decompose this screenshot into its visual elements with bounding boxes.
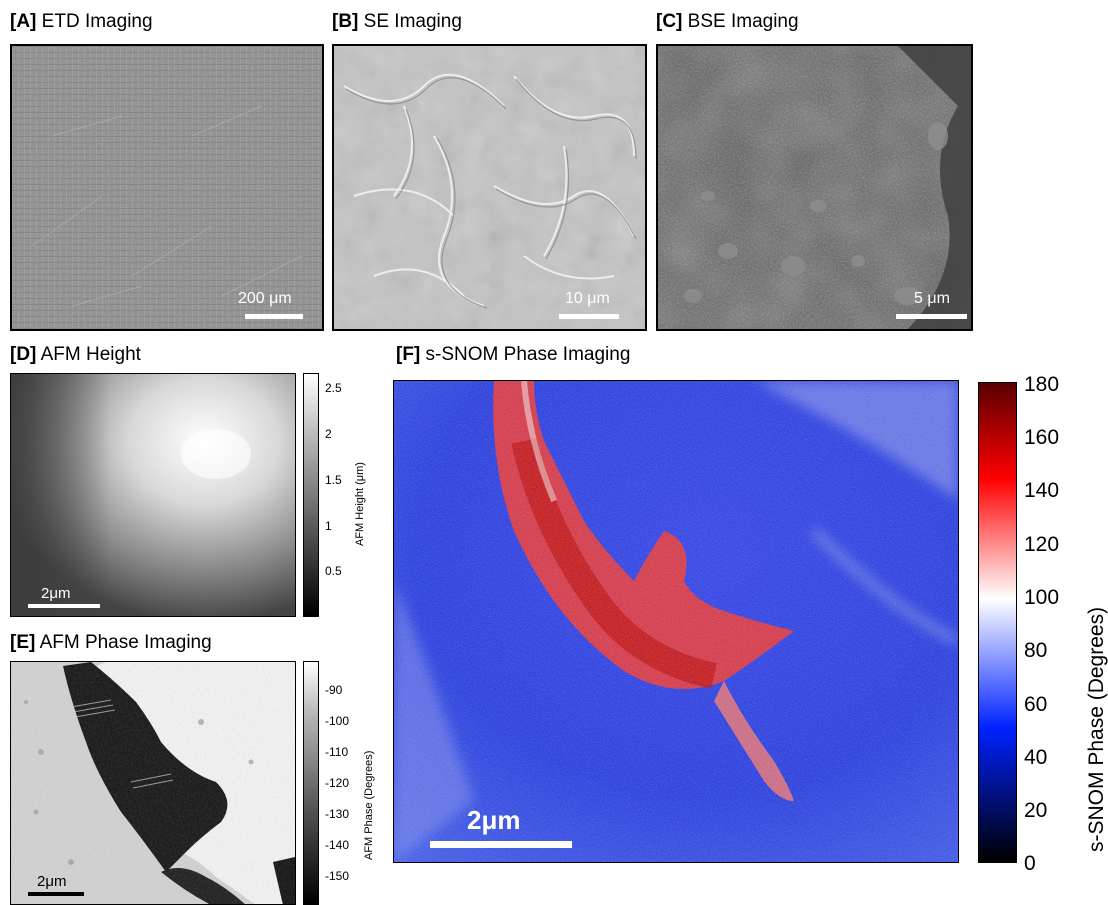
- panel-a-title-text: ETD Imaging: [41, 11, 153, 32]
- afm-phase-tick: -100: [325, 714, 350, 728]
- panel-c-title-text: BSE Imaging: [687, 11, 799, 32]
- panel-d-scalebar: [28, 604, 100, 608]
- afm-phase-tick: -110: [325, 745, 349, 759]
- panel-e-title: [E] AFM Phase Imaging: [10, 632, 212, 654]
- panel-f-scalebar-label: 2μm: [467, 805, 521, 835]
- afm-height-colorbar: [303, 373, 319, 617]
- afm-phase-tick: -130: [325, 807, 350, 821]
- snom-phase-tick: 0: [1024, 852, 1036, 875]
- afm-phase-colorbar-label: AFM Phase (Degrees): [363, 750, 375, 860]
- panel-d-letter: [D]: [10, 344, 37, 365]
- panel-c-title: [C] BSE Imaging: [656, 11, 799, 33]
- snom-phase-tick: 120: [1024, 533, 1060, 556]
- snom-phase-tick: 100: [1024, 586, 1060, 609]
- snom-phase-texture: [394, 381, 958, 862]
- panel-b-scalebar: [559, 314, 619, 319]
- afm-height-tick: 2.5: [325, 381, 342, 395]
- afm-phase-tick: -140: [325, 838, 350, 852]
- panel-e-title-text: AFM Phase Imaging: [39, 632, 212, 653]
- afm-phase-tick: -150: [325, 869, 350, 883]
- afm-height-image: 2μm: [10, 373, 296, 617]
- panel-c-letter: [C]: [656, 11, 683, 32]
- panel-c-scalebar: [896, 314, 967, 319]
- panel-d-scalebar-label: 2μm: [41, 585, 71, 602]
- snom-phase-tick: 20: [1024, 799, 1048, 822]
- etd-image-texture: [12, 46, 322, 329]
- snom-phase-tick: 180: [1024, 373, 1060, 396]
- afm-phase-image: 2μm: [10, 661, 296, 905]
- snom-phase-tick: 60: [1024, 693, 1048, 716]
- afm-height-tick: 2: [325, 427, 332, 441]
- panel-a-letter: [A]: [10, 11, 37, 32]
- panel-a-title: [A] ETD Imaging: [10, 11, 153, 33]
- panel-b-title-text: SE Imaging: [363, 11, 462, 32]
- panel-e-scalebar-label: 2μm: [37, 873, 67, 890]
- se-image: 10 μm: [332, 44, 647, 331]
- panel-e-letter: [E]: [10, 632, 36, 653]
- panel-f-title-text: s-SNOM Phase Imaging: [425, 344, 631, 365]
- snom-phase-colorbar: [978, 382, 1017, 863]
- afm-height-tick: 1: [325, 519, 332, 533]
- panel-f-scalebar: [430, 841, 572, 848]
- panel-e-scalebar: [28, 892, 84, 896]
- snom-phase-colorbar-label: s-SNOM Phase (Degrees): [1085, 606, 1108, 852]
- panel-d-title-text: AFM Height: [40, 344, 141, 365]
- panel-a-scalebar: [245, 314, 303, 319]
- panel-f-letter: [F]: [396, 344, 421, 365]
- panel-a-scalebar-label: 200 μm: [238, 290, 292, 307]
- snom-phase-tick: 80: [1024, 639, 1048, 662]
- afm-phase-texture: [11, 662, 295, 904]
- snom-phase-image: 2μm: [393, 380, 959, 863]
- bse-image: 5 μm: [656, 44, 973, 331]
- panel-b-scalebar-label: 10 μm: [565, 290, 610, 307]
- afm-height-tick: 1.5: [325, 473, 342, 487]
- afm-height-colorbar-label: AFM Height (μm): [354, 462, 366, 546]
- afm-height-texture: [11, 374, 295, 616]
- afm-phase-tick: -120: [325, 776, 350, 790]
- snom-phase-tick: 40: [1024, 746, 1048, 769]
- afm-phase-colorbar: [303, 661, 319, 905]
- panel-d-title: [D] AFM Height: [10, 344, 141, 366]
- panel-f-title: [F] s-SNOM Phase Imaging: [396, 344, 630, 366]
- panel-b-title: [B] SE Imaging: [332, 11, 462, 33]
- snom-phase-tick: 140: [1024, 479, 1060, 502]
- etd-image: 200 μm: [10, 44, 324, 331]
- afm-height-tick: 0.5: [325, 564, 342, 578]
- se-image-texture: [334, 46, 645, 329]
- snom-phase-tick: 160: [1024, 426, 1060, 449]
- panel-c-scalebar-label: 5 μm: [914, 290, 950, 307]
- bse-image-texture: [658, 46, 971, 329]
- afm-phase-tick: -90: [325, 683, 343, 697]
- panel-b-letter: [B]: [332, 11, 359, 32]
